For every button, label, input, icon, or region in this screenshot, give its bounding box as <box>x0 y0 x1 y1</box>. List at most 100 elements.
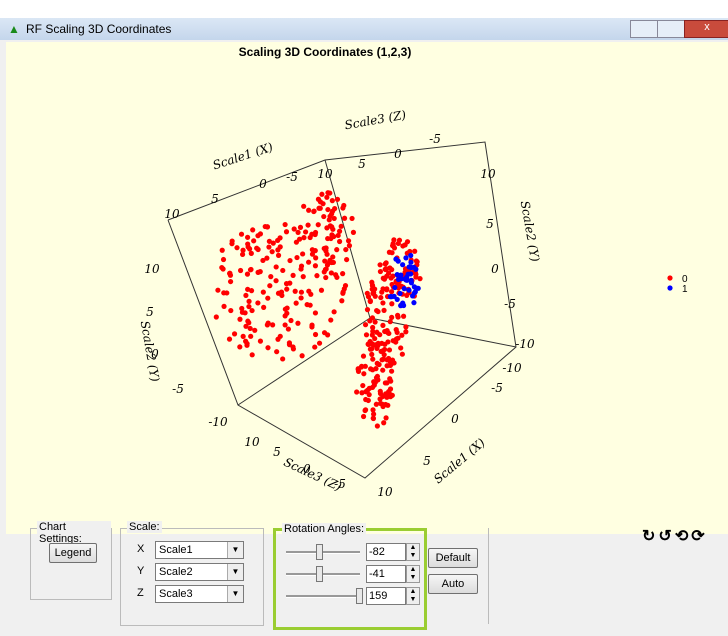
angle-input[interactable]: -41 <box>366 565 406 583</box>
point <box>231 331 238 337</box>
point <box>412 289 418 295</box>
point <box>362 407 368 414</box>
point <box>400 243 406 249</box>
slider[interactable] <box>286 566 360 582</box>
minimize[interactable] <box>630 20 658 38</box>
point <box>244 341 250 347</box>
window-title: RF Scaling 3D Coordinates <box>26 22 172 36</box>
point <box>240 247 246 253</box>
point <box>243 323 249 329</box>
point <box>372 335 378 342</box>
tick-label: 0 <box>394 147 402 161</box>
slider[interactable] <box>286 588 363 604</box>
group-label: Chart Settings: <box>37 521 111 545</box>
angle-input[interactable]: 159 <box>366 587 406 605</box>
legend-label: 1 <box>682 284 688 295</box>
point <box>367 318 373 324</box>
point <box>273 278 279 284</box>
point <box>374 423 380 429</box>
slider[interactable] <box>286 544 360 560</box>
tick-label: -5 <box>504 297 516 311</box>
point <box>312 344 318 350</box>
box <box>167 141 517 479</box>
angle-input[interactable]: -82 <box>366 543 406 561</box>
point <box>377 262 383 268</box>
tick-label: 0 <box>259 177 267 191</box>
tick-label: -5 <box>491 381 503 395</box>
point <box>321 213 327 220</box>
point <box>260 289 266 295</box>
tick-label: 5 <box>486 217 494 231</box>
point <box>391 237 397 243</box>
tick-label: 10 <box>317 167 333 181</box>
point <box>404 277 410 283</box>
point <box>266 244 272 250</box>
point <box>319 191 325 197</box>
point <box>329 208 336 214</box>
point <box>403 329 409 335</box>
point <box>295 229 301 235</box>
axis-label: Z <box>137 587 144 599</box>
point <box>314 273 320 279</box>
slider-thumb[interactable] <box>356 588 363 604</box>
point <box>382 346 388 353</box>
tick-label: 5 <box>273 445 281 459</box>
point <box>275 247 281 253</box>
chart-area: Scaling 3D Coordinates (1,2,3) 10 5 0 -5 10 5… <box>6 42 728 534</box>
point <box>354 389 360 395</box>
spinner[interactable]: ▲ ▼ <box>406 587 420 605</box>
point <box>286 342 293 348</box>
auto-button[interactable]: Auto <box>428 574 478 594</box>
group-label: Scale: <box>127 521 162 533</box>
point <box>292 288 298 294</box>
point <box>301 235 307 241</box>
point <box>257 338 264 344</box>
legend-button[interactable]: Legend <box>49 543 97 563</box>
point <box>282 221 288 228</box>
scale-combo[interactable]: Scale3 <box>155 585 244 603</box>
point <box>239 251 246 258</box>
point <box>370 367 376 373</box>
point <box>389 301 395 307</box>
scale-combo[interactable]: Scale2 <box>155 563 244 581</box>
point <box>312 248 318 254</box>
point <box>257 269 263 275</box>
point <box>312 331 319 338</box>
point <box>227 272 234 278</box>
point <box>221 303 227 309</box>
tick-label: -10 <box>515 337 535 351</box>
scale-combo[interactable]: Scale1 <box>155 541 244 559</box>
point <box>372 319 378 325</box>
tick-label: 10 <box>164 207 180 221</box>
point <box>363 396 369 403</box>
point <box>363 389 369 395</box>
point <box>406 264 412 270</box>
point <box>355 367 361 373</box>
point <box>393 256 399 262</box>
point <box>312 310 319 316</box>
point <box>339 298 345 304</box>
point <box>360 413 367 420</box>
point <box>383 415 389 421</box>
point <box>324 225 330 231</box>
point <box>360 382 366 389</box>
slider-thumb[interactable] <box>316 566 323 582</box>
point <box>238 231 245 237</box>
point <box>369 341 375 347</box>
default-button[interactable]: Default <box>428 548 478 568</box>
maximize[interactable] <box>657 20 685 38</box>
close[interactable]: x <box>684 20 728 38</box>
spinner[interactable]: ▲ ▼ <box>406 565 420 583</box>
slider-thumb[interactable] <box>316 544 323 560</box>
point <box>375 377 381 383</box>
rotate-icons[interactable]: ↻↺⟲⟳ <box>642 528 708 545</box>
spinner[interactable]: ▲ ▼ <box>406 543 420 561</box>
point <box>244 234 251 240</box>
axis-label: Scale2 (Y) <box>518 200 543 264</box>
point <box>372 286 378 292</box>
point <box>371 411 377 417</box>
point <box>301 203 307 209</box>
point <box>298 289 305 295</box>
point <box>226 336 233 342</box>
